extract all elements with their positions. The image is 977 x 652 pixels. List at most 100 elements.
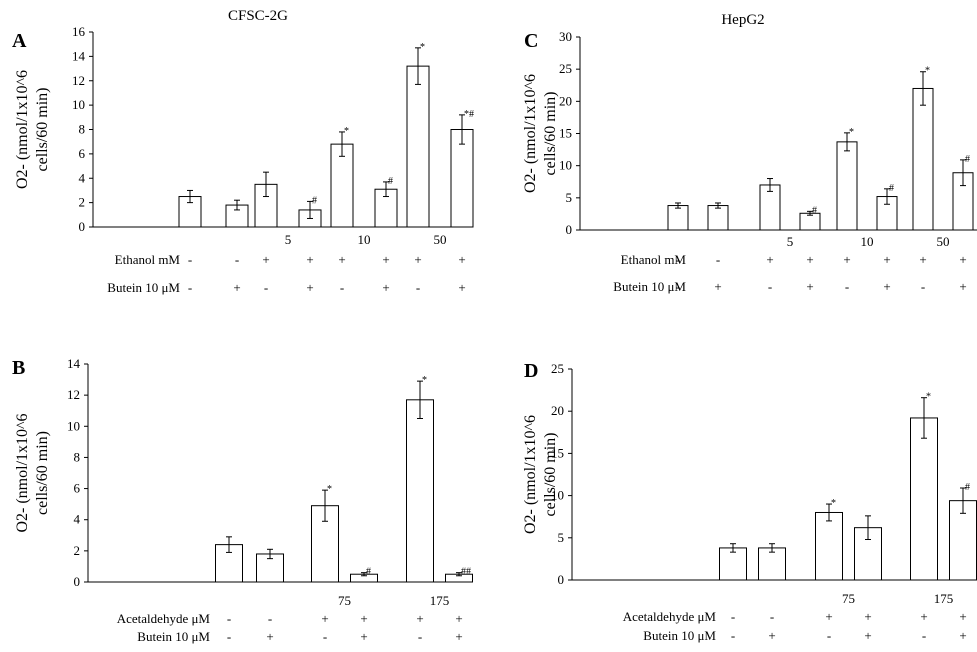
group-label: 10 xyxy=(861,234,874,249)
y-tick-label: 14 xyxy=(72,48,86,63)
condition-row-label: Butein 10 μM xyxy=(613,279,686,294)
condition-sign: + xyxy=(416,611,423,626)
panel-letter: B xyxy=(12,357,25,379)
significance-mark: # xyxy=(388,176,393,187)
significance-mark: # xyxy=(312,195,317,206)
y-tick-label: 0 xyxy=(79,219,86,234)
y-axis-label-line: cells/60 min) xyxy=(34,88,51,172)
condition-sign: + xyxy=(864,609,871,624)
y-axis-label: O2- (nmol/1x10^6 cells/60 min) xyxy=(522,74,559,193)
panel-a: A O2- (nmol/1x10^6 cells/60 min) 0 2 4 6 8 10 12 1… xyxy=(12,24,474,295)
panel-letter: A xyxy=(12,30,27,52)
y-tick-label: 2 xyxy=(79,195,86,210)
y-axis-label-line: cells/60 min) xyxy=(34,431,51,515)
condition-sign: - xyxy=(922,628,926,643)
condition-sign: + xyxy=(306,252,313,267)
condition-sign: + xyxy=(455,611,462,626)
condition-row-label: Butein 10 μM xyxy=(107,280,180,295)
y-axis-label-line: O2- (nmol/1x10^6 xyxy=(522,74,539,193)
y-tick-label: 10 xyxy=(72,97,85,112)
bar xyxy=(758,547,786,581)
bar xyxy=(667,205,689,231)
significance-mark: * xyxy=(420,42,425,53)
condition-row-label: Butein 10 μM xyxy=(643,628,716,643)
panel-letter: C xyxy=(524,30,538,52)
y-tick-label: 0 xyxy=(74,574,81,589)
condition-sign: + xyxy=(714,279,721,294)
condition-sign: + xyxy=(360,611,367,626)
group-label: 175 xyxy=(430,593,450,608)
column-title-cfsc: CFSC-2G xyxy=(228,8,288,24)
condition-sign: - xyxy=(268,611,272,626)
condition-sign: + xyxy=(919,252,926,267)
y-axis-label-line: O2- (nmol/1x10^6 xyxy=(14,413,31,532)
condition-sign: + xyxy=(338,252,345,267)
significance-mark: * xyxy=(422,375,427,386)
significance-mark: # xyxy=(965,482,970,493)
group-label: 175 xyxy=(934,591,954,606)
bar xyxy=(707,205,729,231)
y-tick-label: 10 xyxy=(559,158,572,173)
condition-sign: - xyxy=(770,609,774,624)
y-axis-label-line: O2- (nmol/1x10^6 xyxy=(14,70,31,189)
condition-sign: + xyxy=(920,609,927,624)
condition-sign: + xyxy=(306,280,313,295)
significance-mark: # xyxy=(965,154,970,165)
condition-sign: + xyxy=(233,280,240,295)
condition-sign: - xyxy=(235,252,239,267)
significance-mark: # xyxy=(812,205,817,216)
y-tick-label: 0 xyxy=(566,222,573,237)
condition-sign: - xyxy=(731,609,735,624)
condition-sign: + xyxy=(768,628,775,643)
condition-sign: + xyxy=(825,609,832,624)
group-label: 75 xyxy=(842,591,855,606)
y-axis-label-line: cells/60 min) xyxy=(542,433,559,517)
y-axis-label: O2- (nmol/1x10^6 cells/60 min) xyxy=(522,415,559,534)
y-tick-label: 10 xyxy=(67,418,80,433)
condition-sign: + xyxy=(458,280,465,295)
condition-row-label: Acetaldehyde μM xyxy=(117,611,211,626)
panel-letter: D xyxy=(524,360,538,382)
significance-mark: * xyxy=(831,498,836,509)
condition-sign: - xyxy=(264,280,268,295)
condition-sign: - xyxy=(416,280,420,295)
y-tick-label: 5 xyxy=(566,190,573,205)
y-axis-label-line: O2- (nmol/1x10^6 xyxy=(522,415,539,534)
bar xyxy=(912,87,934,231)
condition-sign: + xyxy=(959,252,966,267)
condition-sign: - xyxy=(716,252,720,267)
condition-sign: - xyxy=(227,611,231,626)
y-tick-label: 8 xyxy=(79,122,86,137)
bar xyxy=(719,547,747,581)
condition-sign: + xyxy=(806,252,813,267)
y-tick-label: 14 xyxy=(67,356,81,371)
condition-sign: + xyxy=(864,628,871,643)
y-tick-label: 12 xyxy=(72,73,85,88)
y-tick-label: 20 xyxy=(559,93,572,108)
condition-sign: + xyxy=(883,252,890,267)
condition-sign: + xyxy=(414,252,421,267)
y-tick-label: 6 xyxy=(79,146,86,161)
column-title-hepg2: HepG2 xyxy=(721,12,764,28)
condition-sign: + xyxy=(883,279,890,294)
y-tick-label: 10 xyxy=(551,488,564,503)
condition-sign: + xyxy=(266,629,273,644)
y-axis-label: O2- (nmol/1x10^6 cells/60 min) xyxy=(14,413,51,532)
condition-row-label: Ethanol mM xyxy=(115,252,181,267)
significance-mark: * xyxy=(327,484,332,495)
condition-sign: + xyxy=(382,280,389,295)
group-label: 50 xyxy=(434,232,447,247)
y-tick-label: 16 xyxy=(72,24,86,39)
significance-mark: *# xyxy=(464,109,474,120)
group-label: 75 xyxy=(338,593,351,608)
condition-sign: + xyxy=(382,252,389,267)
y-tick-label: 15 xyxy=(559,126,572,141)
panel-d: D O2- (nmol/1x10^6 cells/60 min) 0 5 10 15 20 25… xyxy=(522,360,977,643)
condition-sign: + xyxy=(843,252,850,267)
condition-sign: + xyxy=(262,252,269,267)
condition-sign: + xyxy=(959,279,966,294)
bar xyxy=(836,141,858,231)
bar xyxy=(910,417,938,581)
y-tick-label: 12 xyxy=(67,387,80,402)
y-tick-label: 25 xyxy=(551,361,564,376)
